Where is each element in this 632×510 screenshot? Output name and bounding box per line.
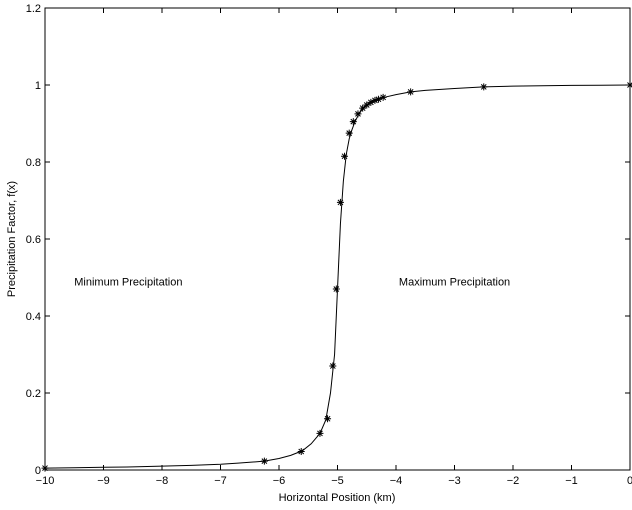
data-markers [41,81,632,472]
y-tick-label: 0.4 [26,311,41,323]
x-tick-label: −9 [97,475,110,487]
x-tick-label: −7 [214,475,227,487]
data-point-marker [349,118,357,126]
data-point-marker [329,362,337,370]
axis-ticks [44,7,631,471]
data-point-marker [341,152,349,160]
data-point-marker [332,285,340,293]
data-point-marker [363,101,371,109]
data-point-marker [41,464,49,472]
x-tick-label: −4 [390,475,403,487]
y-tick-label: 0.6 [26,234,41,246]
axis-tick-labels: −10 −9 −8 −7 −6 −5 −4 −3 −2 −1 000.20.40.60.811.2 [26,3,632,487]
plot-area [44,7,631,471]
data-point-marker [336,198,344,206]
x-tick-label: −10 [36,475,55,487]
precipitation-curve [44,84,631,469]
data-point-marker [626,81,632,89]
data-point-marker [371,96,379,104]
data-point-marker [359,104,367,112]
data-point-marker [316,429,324,437]
data-point-marker [407,88,415,96]
y-tick-label: 0 [35,465,41,477]
annotations: Minimum Precipitation Maximum Precipitati… [74,276,510,288]
y-tick-label: 1.2 [26,3,41,15]
x-tick-label: −2 [507,475,520,487]
x-tick-label: −5 [331,475,344,487]
x-tick-label: −8 [156,475,169,487]
y-tick-label: 1 [35,80,41,92]
data-point-marker [260,457,268,465]
x-tick-label: −6 [273,475,286,487]
data-point-marker [324,415,332,423]
data-point-marker [379,93,387,101]
annotation-label: Maximum Precipitation [399,276,510,288]
data-point-marker [374,95,382,103]
data-point-marker [297,448,305,456]
y-tick-label: 0.8 [26,157,41,169]
data-point-marker [367,98,375,106]
data-point-marker [354,110,362,118]
x-tick-label: 0 [627,475,632,487]
y-axis-label: Precipitation Factor, f(x) [6,181,18,297]
annotation-label: Minimum Precipitation [74,276,182,288]
x-tick-label: −1 [565,475,578,487]
data-point-marker [480,83,488,91]
x-axis-label: Horizontal Position (km) [279,492,396,504]
y-tick-label: 0.2 [26,388,41,400]
data-point-marker [345,129,353,137]
x-tick-label: −3 [448,475,461,487]
